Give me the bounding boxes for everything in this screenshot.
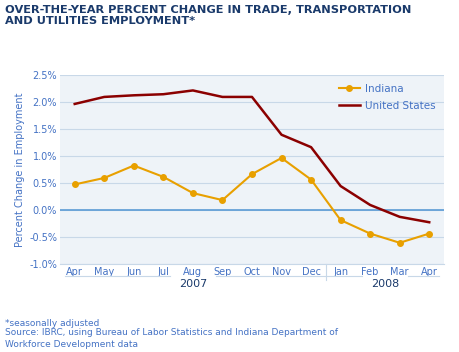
Text: Source: IBRC, using Bureau of Labor Statistics and Indiana Department of
Workfor: Source: IBRC, using Bureau of Labor Stat… bbox=[5, 328, 337, 349]
Text: *seasonally adjusted: *seasonally adjusted bbox=[5, 319, 99, 328]
Text: 2007: 2007 bbox=[179, 279, 207, 289]
Y-axis label: Percent Change in Employment: Percent Change in Employment bbox=[15, 93, 25, 247]
Text: 2008: 2008 bbox=[371, 279, 399, 289]
Text: OVER-THE-YEAR PERCENT CHANGE IN TRADE, TRANSPORTATION: OVER-THE-YEAR PERCENT CHANGE IN TRADE, T… bbox=[5, 5, 411, 15]
Legend: Indiana, United States: Indiana, United States bbox=[336, 81, 439, 114]
Text: AND UTILITIES EMPLOYMENT*: AND UTILITIES EMPLOYMENT* bbox=[5, 16, 195, 26]
